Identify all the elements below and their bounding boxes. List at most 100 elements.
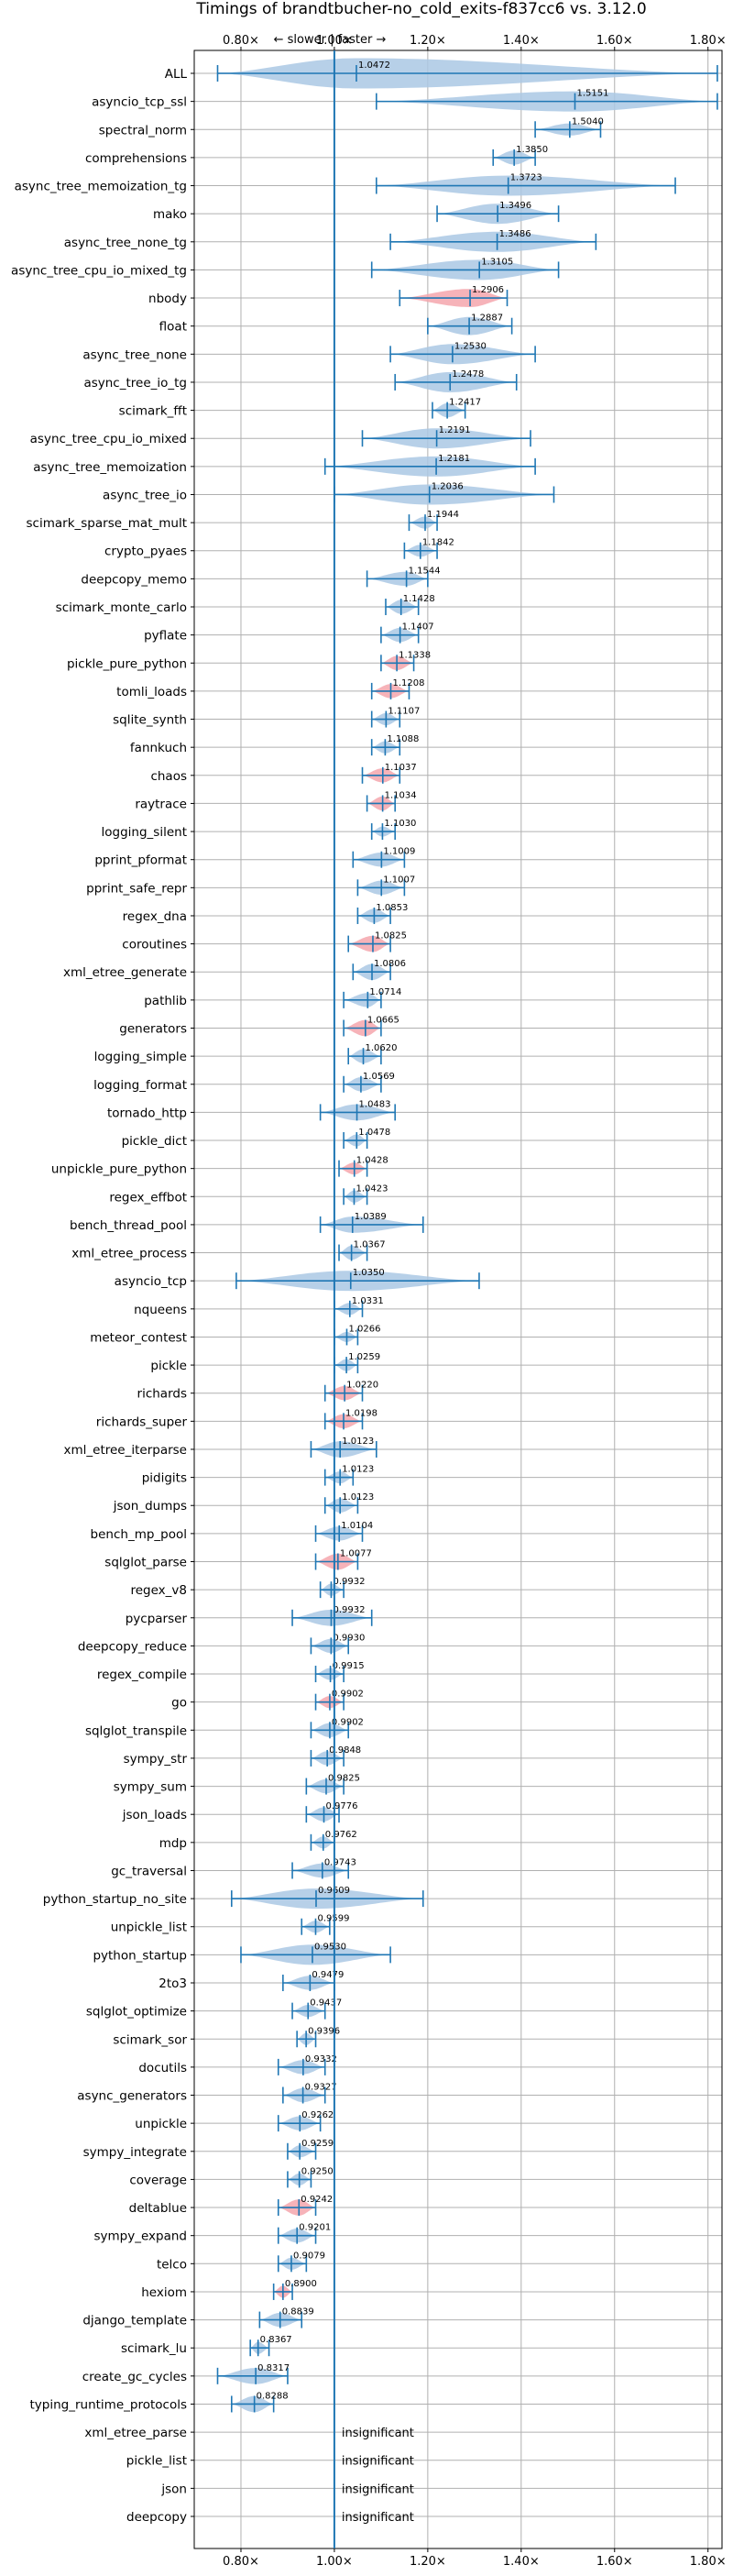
value-label: 1.2887 (471, 314, 503, 324)
value-label: 1.3486 (499, 229, 531, 239)
benchmark-label: sympy_integrate (83, 2145, 187, 2160)
value-label: 1.0478 (358, 1128, 390, 1138)
x-tick-label-top: 0.80× (223, 34, 259, 48)
benchmark-label: generators (119, 1021, 187, 1036)
benchmark-label: xml_etree_generate (63, 965, 187, 980)
benchmark-label: logging_format (93, 1078, 187, 1093)
benchmark-label: typing_runtime_protocols (30, 2397, 188, 2412)
x-tick-label-bottom: 1.60× (596, 2555, 633, 2569)
benchmark-label: sympy_str (124, 1752, 188, 1767)
benchmark-label: unpickle (135, 2117, 187, 2131)
x-tick-label-top: 1.80× (690, 34, 727, 48)
benchmark-label: pathlib (144, 994, 187, 1008)
value-label: 1.2181 (438, 454, 470, 464)
value-label: 0.8900 (285, 2279, 317, 2289)
benchmark-label: async_generators (77, 2089, 187, 2104)
value-label: 0.9201 (299, 2223, 331, 2233)
benchmark-label: go (171, 1696, 187, 1711)
benchmark-label: async_tree_none_tg (64, 236, 187, 250)
value-label: 1.1842 (422, 538, 454, 548)
x-tick-label-top: 1.20× (410, 34, 446, 48)
value-label: 1.2530 (454, 341, 487, 351)
benchmark-label: sqlglot_transpile (85, 1723, 187, 1738)
benchmark-label: pyflate (144, 629, 187, 644)
benchmark-label: nqueens (134, 1303, 187, 1317)
benchmark-label: xml_etree_parse (84, 2426, 187, 2440)
benchmark-label: regex_effbot (109, 1190, 187, 1205)
insignificant-label: insignificant (342, 2482, 414, 2496)
chart-title: Timings of brandtbucher-no_cold_exits-f8… (195, 0, 646, 18)
benchmark-label: logging_silent (102, 825, 187, 840)
value-label: 1.3105 (481, 257, 513, 267)
benchmark-label: deepcopy (126, 2510, 187, 2525)
value-label: 0.8288 (257, 2391, 289, 2401)
benchmark-label: sqlite_synth (113, 713, 187, 728)
benchmark-label: deepcopy_memo (81, 572, 187, 587)
x-tick-label-bottom: 1.00× (316, 2555, 353, 2569)
benchmark-label: bench_mp_pool (91, 1527, 187, 1542)
value-label: 1.0104 (341, 1521, 373, 1531)
value-label: 1.0350 (353, 1268, 385, 1278)
benchmark-label: sqlglot_parse (104, 1556, 187, 1570)
benchmark-label: async_tree_io_tg (83, 376, 187, 391)
benchmark-label: bench_thread_pool (70, 1218, 187, 1233)
benchmark-label: async_tree_memoization (33, 460, 187, 475)
value-label: 1.2191 (439, 425, 471, 435)
value-label: 1.2906 (472, 285, 504, 295)
benchmark-label: create_gc_cycles (82, 2370, 187, 2384)
benchmark-label: crypto_pyaes (104, 545, 187, 559)
value-label: 0.9930 (333, 1633, 365, 1643)
benchmark-label: spectral_norm (99, 123, 187, 138)
value-label: 1.0389 (355, 1212, 387, 1222)
benchmark-label: float (159, 320, 187, 335)
benchmark-label: coroutines (122, 938, 187, 952)
value-label: 0.9902 (332, 1690, 364, 1700)
value-label: 1.0123 (342, 1465, 374, 1475)
insignificant-label: insignificant (342, 2427, 414, 2440)
value-label: 1.1428 (403, 594, 435, 604)
value-label: 1.0123 (342, 1492, 374, 1503)
value-label: 0.9327 (305, 2083, 337, 2093)
benchmark-label: json_dumps (113, 1499, 187, 1514)
benchmark-label: json_loads (122, 1808, 187, 1822)
value-label: 1.0428 (356, 1156, 388, 1166)
benchmark-label: richards_super (96, 1415, 188, 1429)
benchmark-label: python_startup (93, 1948, 187, 1963)
benchmark-label: pprint_pformat (94, 853, 187, 868)
value-label: 1.5151 (576, 89, 608, 99)
value-label: 0.9079 (293, 2251, 325, 2261)
benchmark-label: sympy_sum (114, 1780, 187, 1795)
benchmark-label: xml_etree_process (71, 1247, 187, 1261)
benchmark-label: xml_etree_iterparse (64, 1443, 188, 1458)
value-label: 1.1944 (427, 510, 459, 520)
value-label: 1.3496 (499, 201, 531, 211)
benchmark-label: pickle_dict (122, 1134, 187, 1149)
value-label: 1.0853 (376, 903, 408, 913)
benchmark-label: tornado_http (107, 1106, 187, 1120)
benchmark-label: async_tree_none (82, 347, 187, 362)
value-label: 1.0423 (356, 1183, 388, 1194)
value-label: 1.0825 (375, 931, 407, 941)
value-label: 0.8839 (282, 2307, 314, 2317)
value-label: 1.0266 (348, 1324, 380, 1334)
benchmark-label: regex_v8 (130, 1583, 187, 1598)
value-label: 0.9396 (308, 2026, 340, 2036)
benchmark-label: asyncio_tcp_ssl (92, 95, 187, 110)
value-label: 0.9332 (305, 2054, 337, 2064)
value-label: 0.9743 (324, 1857, 356, 1867)
value-label: 0.9902 (332, 1717, 364, 1727)
x-tick-label-top: 1.60× (596, 34, 633, 48)
benchmark-label: python_startup_no_site (43, 1892, 187, 1907)
value-label: 1.0367 (354, 1240, 386, 1250)
value-label: 1.2417 (449, 398, 481, 408)
benchmark-label: pickle_pure_python (67, 656, 187, 671)
value-label: 0.9762 (325, 1830, 357, 1840)
benchmark-label: unpickle_list (111, 1921, 187, 1935)
benchmark-label: nbody (148, 292, 187, 306)
value-label: 1.0569 (363, 1072, 395, 1082)
value-label: 0.9848 (329, 1745, 361, 1756)
benchmark-label: ALL (165, 67, 188, 82)
value-label: 0.9530 (314, 1942, 346, 1952)
value-label: 0.9242 (301, 2195, 333, 2205)
